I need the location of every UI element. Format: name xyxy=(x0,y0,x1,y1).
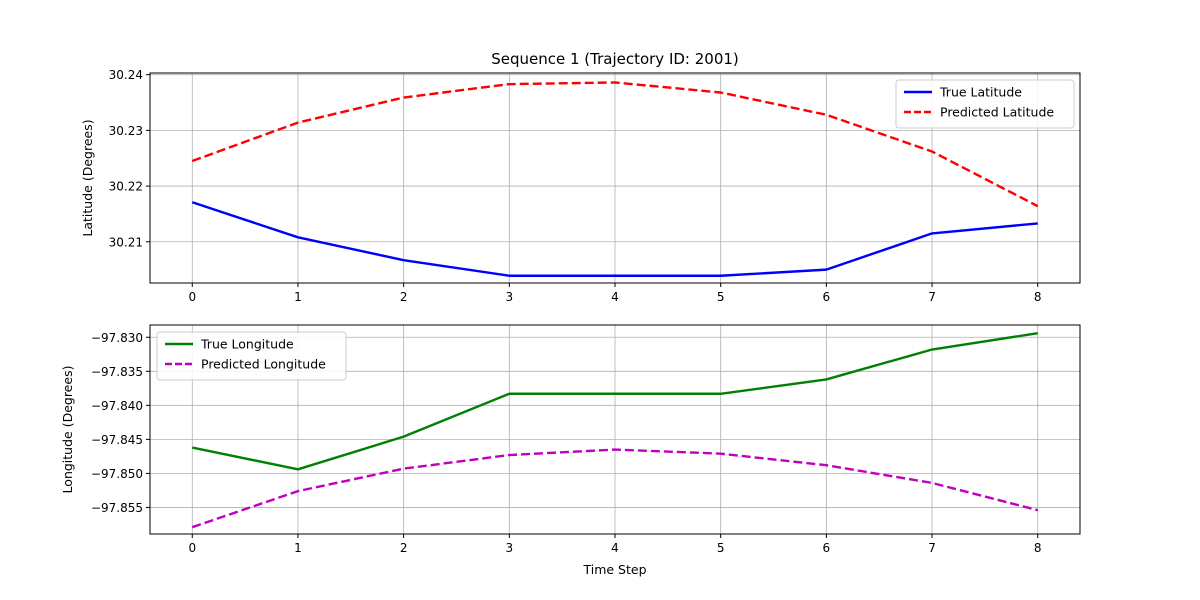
longitude-y-tick-label: −97.850 xyxy=(91,467,143,481)
latitude-x-tick-label: 3 xyxy=(505,290,513,304)
longitude-subplot: 0 1 2 3 4 5 6 7 8 −97.855 −97.850 −97.845 −97.840 −97… xyxy=(60,324,1081,577)
latitude-x-tick-label: 1 xyxy=(294,290,302,304)
latitude-legend-label: True Latitude xyxy=(939,85,1022,100)
latitude-legend-box xyxy=(895,79,1075,129)
figure-title: Sequence 1 (Trajectory ID: 2001) xyxy=(491,50,739,68)
latitude-y-tick-label: 30.23 xyxy=(109,124,143,138)
longitude-y-tick-label: −97.845 xyxy=(91,433,143,447)
latitude-series-predicted-line xyxy=(191,81,1039,208)
longitude-y-tick-label: −97.840 xyxy=(91,399,143,413)
longitude-y-tick-label: −97.855 xyxy=(91,501,143,515)
longitude-y-axis-label: Longitude (Degrees) xyxy=(60,366,75,494)
longitude-x-tick-label: 3 xyxy=(505,541,513,555)
latitude-x-tick-label: 7 xyxy=(928,290,936,304)
longitude-legend-label: True Longitude xyxy=(200,337,294,352)
latitude-y-tick-label: 30.22 xyxy=(109,180,143,194)
longitude-x-tick-label: 4 xyxy=(611,541,619,555)
longitude-x-axis-label: Time Step xyxy=(582,562,646,577)
longitude-legend-box xyxy=(156,331,347,381)
latitude-x-tick-label: 4 xyxy=(611,290,619,304)
longitude-x-tick-label: 7 xyxy=(928,541,936,555)
latitude-y-tick-label: 30.24 xyxy=(109,68,143,82)
longitude-series-true-line xyxy=(192,331,1038,471)
latitude-x-tick-label: 0 xyxy=(188,290,196,304)
longitude-x-tick-label: 0 xyxy=(188,541,196,555)
latitude-subplot: 0 1 2 3 4 5 6 7 8 30.21 30.22 30.23 30.24 Latitude (D… xyxy=(80,68,1081,304)
latitude-series-true-line xyxy=(191,201,1038,277)
latitude-y-axis-label: Latitude (Degrees) xyxy=(80,119,95,236)
longitude-legend-label: Predicted Longitude xyxy=(201,357,326,372)
longitude-x-tick-label: 2 xyxy=(400,541,408,555)
latitude-legend-label: Predicted Latitude xyxy=(940,105,1054,120)
longitude-x-tick-label: 1 xyxy=(294,541,302,555)
latitude-x-tick-label: 8 xyxy=(1034,290,1042,304)
longitude-y-tick-label: −97.830 xyxy=(91,331,143,345)
latitude-x-tick-label: 6 xyxy=(823,290,831,304)
longitude-series-predicted-line xyxy=(191,448,1039,529)
latitude-y-tick-label: 30.21 xyxy=(109,235,143,249)
longitude-x-tick-label: 5 xyxy=(717,541,725,555)
latitude-x-tick-label: 2 xyxy=(400,290,408,304)
longitude-y-tick-label: −97.835 xyxy=(91,365,143,379)
latitude-x-tick-label: 5 xyxy=(717,290,725,304)
longitude-x-tick-label: 6 xyxy=(823,541,831,555)
longitude-x-tick-label: 8 xyxy=(1034,541,1042,555)
